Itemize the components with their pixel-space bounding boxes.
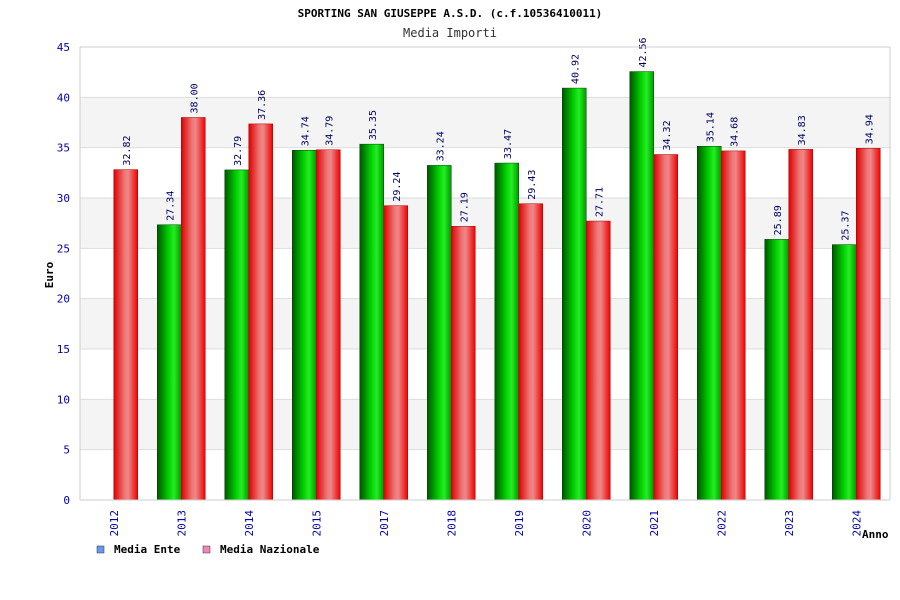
x-tick-label: 2013 xyxy=(175,510,188,537)
legend-label-media-ente: Media Ente xyxy=(114,543,181,556)
x-tick-label: 2012 xyxy=(108,510,121,537)
bar-media-ente-2019 xyxy=(494,162,519,501)
bar-media-nazionale-2021 xyxy=(653,154,678,501)
data-label-media-ente-2019: 33.47 xyxy=(503,129,514,159)
plot-band xyxy=(80,47,890,98)
plot-band xyxy=(80,97,890,148)
bar-media-nazionale-2017 xyxy=(383,205,408,501)
plot-band xyxy=(80,399,890,450)
data-label-media-ente-2014: 32.79 xyxy=(233,136,244,166)
bar-media-ente-2013 xyxy=(157,224,182,501)
bar-media-nazionale-2023 xyxy=(788,149,813,501)
legend: Media Ente Media Nazionale xyxy=(96,543,320,556)
data-label-media-nazionale-2012: 32.82 xyxy=(122,136,133,166)
y-tick-label: 5 xyxy=(63,444,70,457)
bar-media-nazionale-2022 xyxy=(721,150,746,501)
y-tick-label: 15 xyxy=(57,343,70,356)
bar-media-ente-2017 xyxy=(359,143,384,501)
data-label-media-nazionale-2024: 34.94 xyxy=(864,114,875,144)
y-tick-label: 45 xyxy=(57,41,70,54)
bar-media-nazionale-2014 xyxy=(248,123,273,501)
x-tick-labels: 2012 2013 2014 2015 2017 2018 2019 2020 2021 2022… xyxy=(108,510,864,537)
data-label-media-nazionale-2017: 29.24 xyxy=(392,172,403,202)
bar-media-nazionale-2019 xyxy=(518,203,543,501)
data-label-media-ente-2022: 35.14 xyxy=(705,112,716,142)
x-tick-label: 2021 xyxy=(648,510,661,537)
data-label-media-ente-2020: 40.92 xyxy=(570,54,581,84)
x-tick-label: 2022 xyxy=(715,510,728,537)
y-tick-label: 10 xyxy=(57,393,70,406)
bar-media-ente-2020 xyxy=(562,87,587,501)
bar-media-ente-2023 xyxy=(764,239,789,501)
bar-media-nazionale-2015 xyxy=(316,149,341,501)
bars xyxy=(113,71,881,501)
y-tick-label: 30 xyxy=(57,192,70,205)
plot-band xyxy=(80,147,890,198)
data-label-media-nazionale-2014: 37.36 xyxy=(257,90,268,120)
bar-media-ente-2018 xyxy=(427,165,452,501)
data-label-media-ente-2021: 42.56 xyxy=(638,37,649,67)
data-label-media-nazionale-2018: 27.19 xyxy=(459,192,470,222)
data-label-media-nazionale-2013: 38.00 xyxy=(189,83,200,113)
data-label-media-ente-2023: 25.89 xyxy=(773,205,784,235)
x-tick-label: 2019 xyxy=(513,510,526,537)
data-label-media-nazionale-2015: 34.79 xyxy=(324,116,335,146)
bar-media-ente-2014 xyxy=(224,169,249,501)
y-tick-labels: 0 5 10 15 20 25 30 35 40 45 xyxy=(57,41,70,507)
plot-band xyxy=(80,248,890,299)
bar-media-nazionale-2013 xyxy=(181,117,206,501)
data-labels: 32.82 27.34 38.00 32.79 37.36 34.74 34.79 35.35… xyxy=(122,37,876,240)
bar-media-ente-2022 xyxy=(697,146,722,501)
bar-media-nazionale-2024 xyxy=(856,148,881,501)
bar-media-ente-2021 xyxy=(629,71,654,501)
axes xyxy=(79,46,891,501)
x-tick-label: 2020 xyxy=(580,510,593,537)
data-label-media-ente-2015: 34.74 xyxy=(300,116,311,146)
data-label-media-nazionale-2022: 34.68 xyxy=(729,117,740,147)
y-tick-label: 0 xyxy=(63,494,70,507)
x-tick-label: 2024 xyxy=(850,510,863,537)
x-tick-label: 2023 xyxy=(783,510,796,537)
data-label-media-nazionale-2020: 27.71 xyxy=(594,187,605,217)
chart-title: SPORTING SAN GIUSEPPE A.S.D. (c.f.105364… xyxy=(298,7,603,20)
x-tick-label: 2015 xyxy=(310,510,323,537)
data-label-media-ente-2024: 25.37 xyxy=(840,210,851,240)
legend-label-media-nazionale: Media Nazionale xyxy=(220,543,320,556)
plot-band xyxy=(80,298,890,349)
x-tick-label: 2014 xyxy=(243,510,256,537)
x-axis-label: Anno xyxy=(862,528,889,541)
bar-media-nazionale-2012 xyxy=(113,169,138,501)
legend-swatch-media-nazionale xyxy=(202,545,211,554)
data-label-media-nazionale-2019: 29.43 xyxy=(527,170,538,200)
y-tick-label: 20 xyxy=(57,293,70,306)
x-tick-label: 2017 xyxy=(378,510,391,537)
plot-background xyxy=(80,47,890,500)
data-label-media-ente-2013: 27.34 xyxy=(165,191,176,221)
chart-subtitle: Media Importi xyxy=(403,26,497,40)
bar-media-nazionale-2018 xyxy=(451,226,476,501)
plot-band xyxy=(80,449,890,500)
bar-media-ente-2024 xyxy=(832,244,857,501)
plot-band xyxy=(80,349,890,400)
y-tick-label: 25 xyxy=(57,242,70,255)
plot-band xyxy=(80,198,890,249)
y-axis-label: Euro xyxy=(43,261,56,288)
data-label-media-nazionale-2023: 34.83 xyxy=(797,115,808,145)
legend-swatch-media-ente xyxy=(96,545,105,554)
data-label-media-nazionale-2021: 34.32 xyxy=(662,120,673,150)
y-tick-label: 35 xyxy=(57,142,70,155)
bar-media-nazionale-2020 xyxy=(586,220,611,501)
bar-media-ente-2015 xyxy=(292,150,317,501)
y-tick-label: 40 xyxy=(57,91,70,104)
x-tick-label: 2018 xyxy=(445,510,458,537)
data-label-media-ente-2018: 33.24 xyxy=(435,131,446,161)
data-label-media-ente-2017: 35.35 xyxy=(368,110,379,140)
